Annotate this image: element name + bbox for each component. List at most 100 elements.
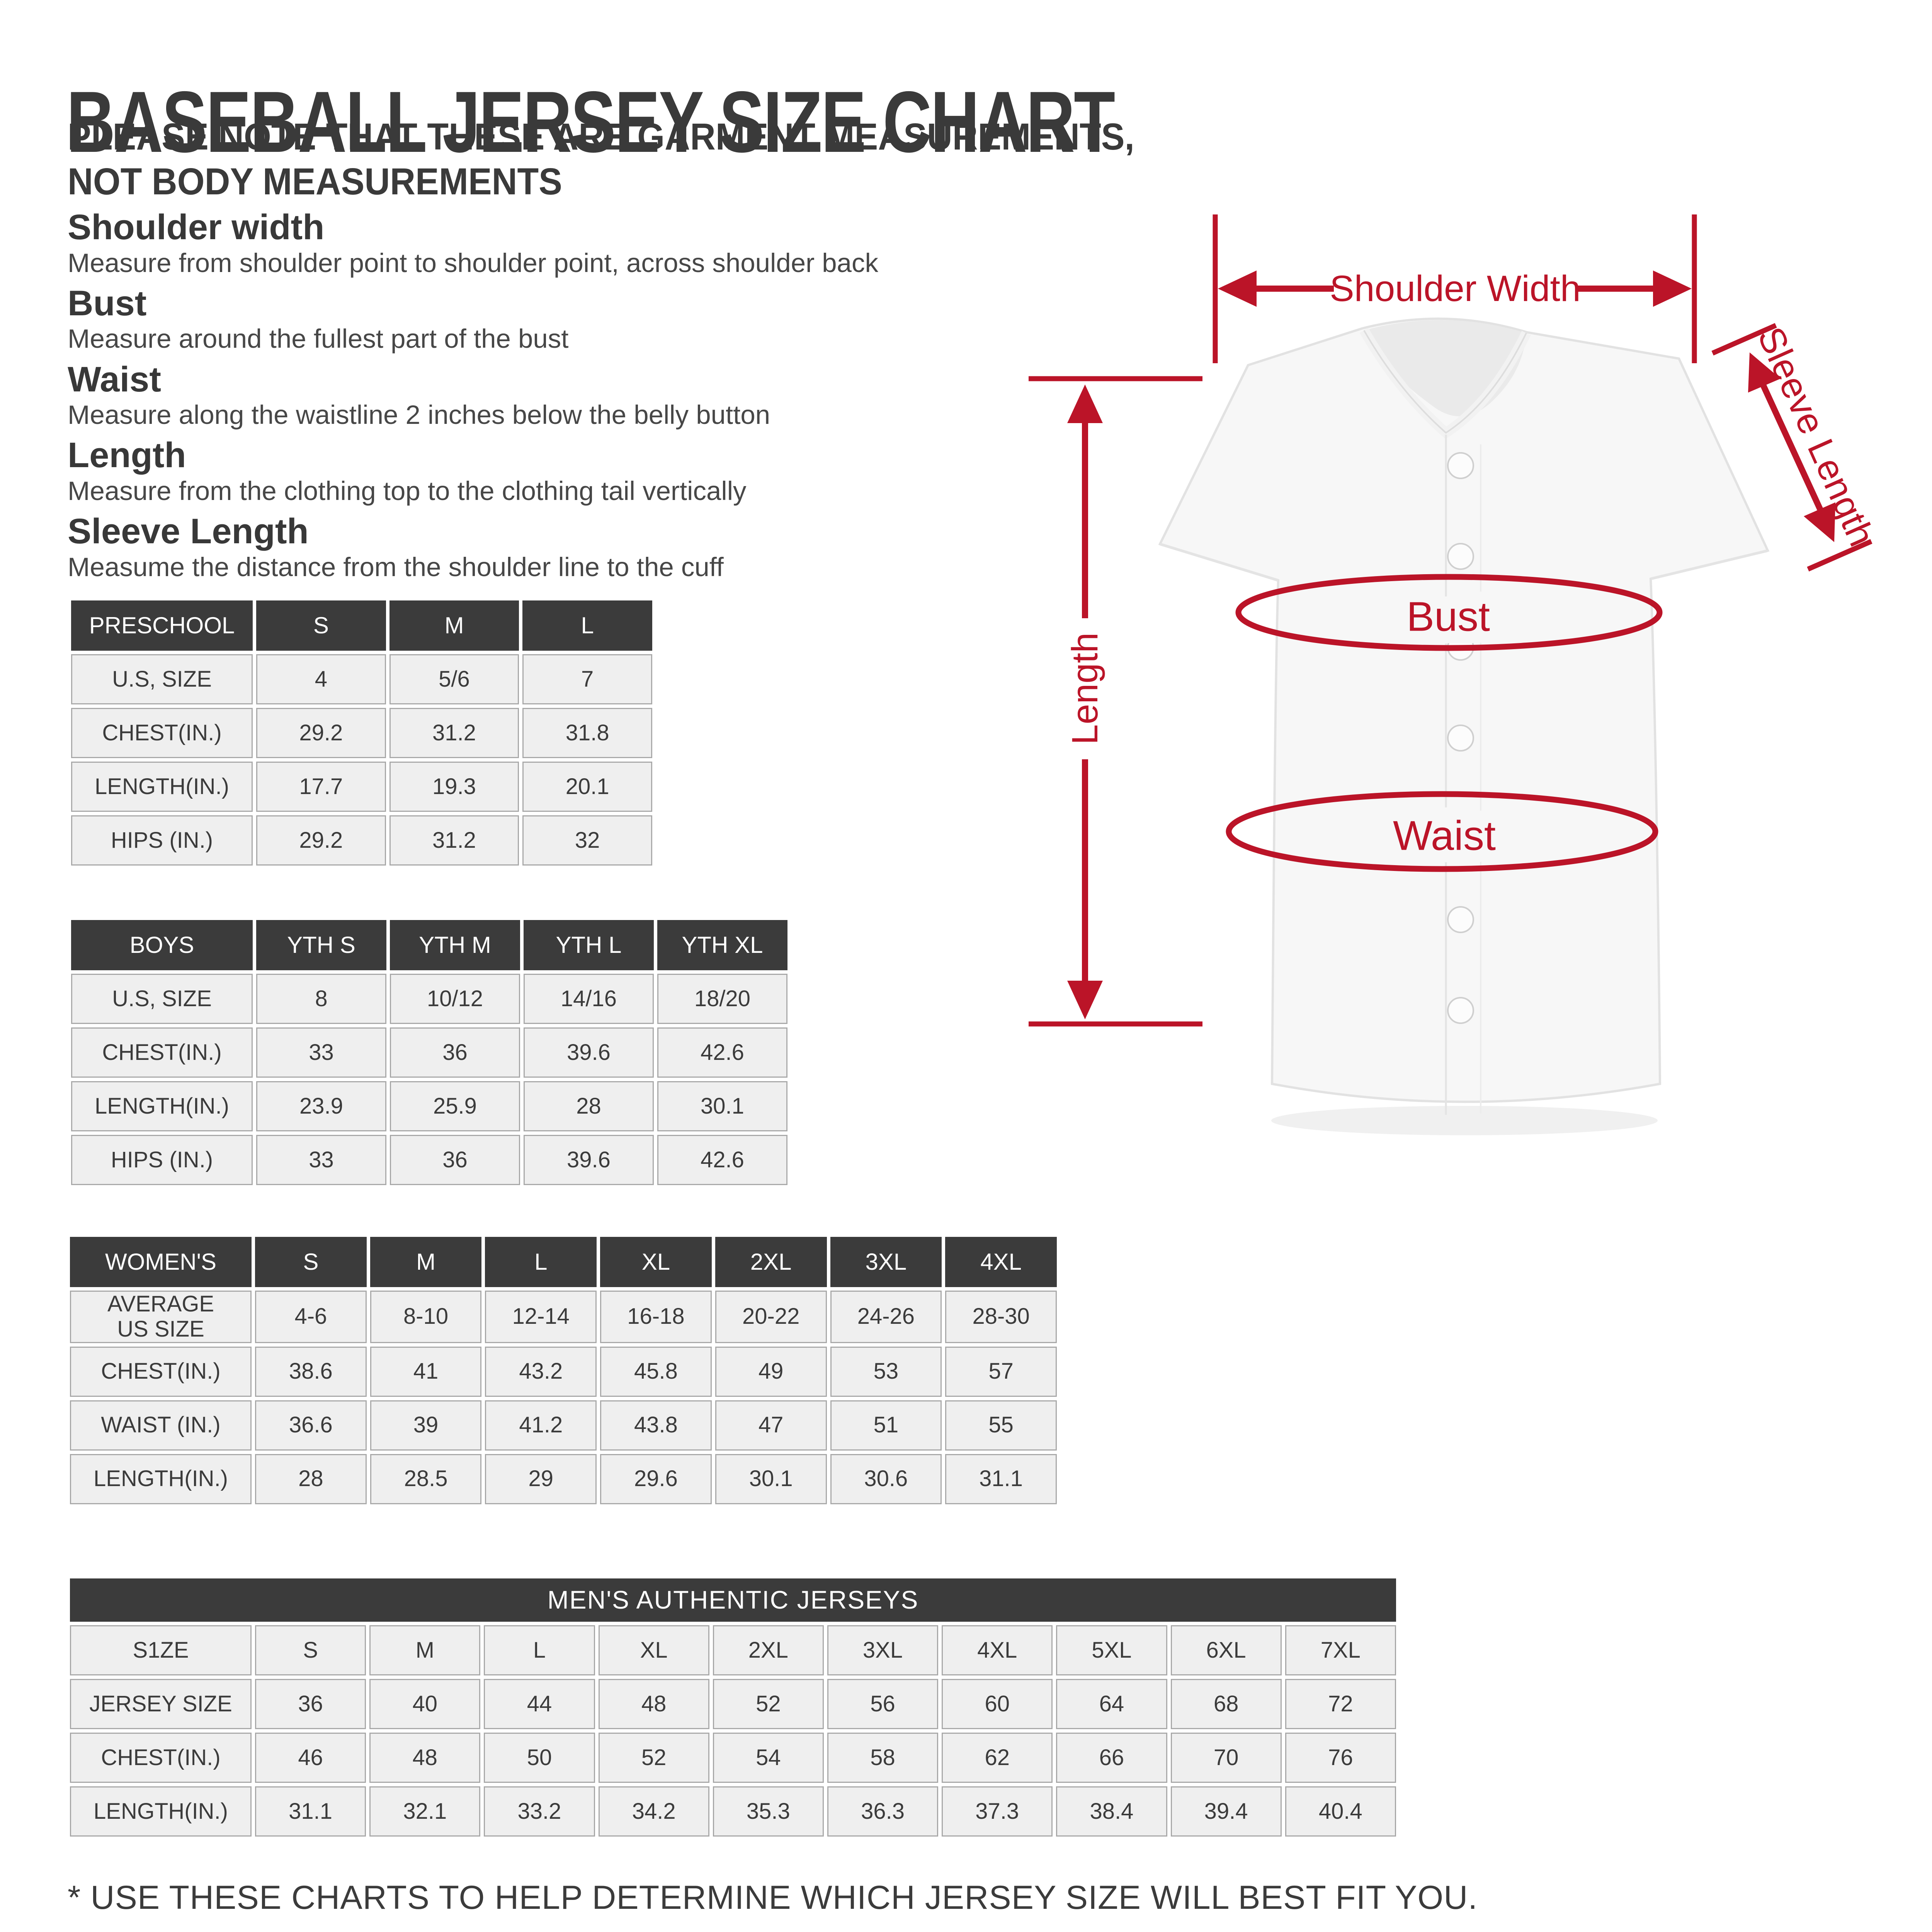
table-row: CHEST(IN.) 29.2 31.2 31.8 bbox=[71, 708, 652, 758]
row-label: CHEST(IN.) bbox=[71, 1027, 253, 1078]
value-cell: 36 bbox=[390, 1027, 520, 1078]
page-title: BASEBALL JERSEY SIZE CHART bbox=[66, 73, 1115, 170]
value-cell: 55 bbox=[945, 1400, 1057, 1451]
value-cell: 57 bbox=[945, 1346, 1057, 1397]
value-cell: 60 bbox=[942, 1679, 1053, 1729]
table-row: LENGTH(IN.) 31.1 32.1 33.2 34.2 35.3 36.3 37.3 3… bbox=[70, 1786, 1396, 1837]
value-cell: 20-22 bbox=[715, 1291, 827, 1343]
value-cell: 39.6 bbox=[524, 1135, 654, 1185]
jersey-illustration bbox=[1158, 317, 1770, 1135]
definition-description: Measume the distance from the shoulder l… bbox=[68, 552, 724, 582]
value-cell: 76 bbox=[1285, 1733, 1396, 1783]
value-cell: 28.5 bbox=[370, 1454, 482, 1504]
bust-ellipse bbox=[1235, 574, 1663, 651]
table-row: CHEST(IN.) 33 36 39.6 42.6 bbox=[71, 1027, 787, 1078]
value-cell: 29 bbox=[485, 1454, 597, 1504]
value-cell: 23.9 bbox=[256, 1081, 386, 1131]
value-cell: 28 bbox=[255, 1454, 367, 1504]
womens-size-table: WOMEN'S S M L XL 2XL 3XL 4XL AVERAGE US SIZE 4-6 8… bbox=[66, 1233, 1060, 1508]
size-column-header: 2XL bbox=[713, 1625, 824, 1675]
value-cell: 31.1 bbox=[255, 1786, 366, 1837]
table-row: WAIST (IN.) 36.6 39 41.2 43.8 47 51 55 bbox=[70, 1400, 1057, 1451]
value-cell: 72 bbox=[1285, 1679, 1396, 1729]
value-cell: 51 bbox=[830, 1400, 942, 1451]
subtitle-line-2: NOT BODY MEASUREMENTS bbox=[68, 160, 563, 203]
measurement-definitions: Shoulder width Measure from shoulder poi… bbox=[68, 209, 878, 589]
size-column-header: 3XL bbox=[830, 1237, 942, 1287]
value-cell: 54 bbox=[713, 1733, 824, 1783]
length-top-arrowhead bbox=[1067, 384, 1103, 423]
row-label: WAIST (IN.) bbox=[70, 1400, 252, 1451]
value-cell: 25.9 bbox=[390, 1081, 520, 1131]
size-column-header: YTH S bbox=[256, 920, 386, 970]
jersey-left-cuff bbox=[1159, 543, 1279, 582]
row-label: U.S, SIZE bbox=[71, 654, 253, 704]
value-cell: 8 bbox=[256, 974, 386, 1024]
size-column-header: M bbox=[370, 1237, 482, 1287]
value-cell: 24-26 bbox=[830, 1291, 942, 1343]
value-cell: 36 bbox=[390, 1135, 520, 1185]
table-header-row: WOMEN'S S M L XL 2XL 3XL 4XL bbox=[70, 1237, 1057, 1287]
value-cell: 58 bbox=[827, 1733, 939, 1783]
size-column-header: 3XL bbox=[827, 1625, 939, 1675]
value-cell: 48 bbox=[598, 1679, 709, 1729]
jersey-button bbox=[1447, 543, 1474, 570]
value-cell: 48 bbox=[369, 1733, 481, 1783]
definition-description: Measure from the clothing top to the clo… bbox=[68, 476, 747, 506]
jersey-body bbox=[1158, 317, 1770, 1103]
table-row: HIPS (IN.) 29.2 31.2 32 bbox=[71, 815, 652, 866]
subtitle-line-1: PLEASE NOTE THAT THESE ARE GARMENT MEASU… bbox=[68, 116, 1134, 158]
table-title: MEN'S AUTHENTIC JERSEYS bbox=[70, 1578, 1396, 1622]
value-cell: 35.3 bbox=[713, 1786, 824, 1837]
value-cell: 28-30 bbox=[945, 1291, 1057, 1343]
shoulder-width-left-arrowhead bbox=[1218, 270, 1257, 307]
definition-sleeve-length: Sleeve Length Measume the distance from … bbox=[68, 513, 878, 583]
table-row: LENGTH(IN.) 28 28.5 29 29.6 30.1 30.6 31.1 bbox=[70, 1454, 1057, 1504]
row-label: LENGTH(IN.) bbox=[71, 762, 253, 812]
size-column-header: 6XL bbox=[1170, 1625, 1282, 1675]
value-cell: 20.1 bbox=[522, 762, 652, 812]
value-cell: 47 bbox=[715, 1400, 827, 1451]
table-row: LENGTH(IN.) 23.9 25.9 28 30.1 bbox=[71, 1081, 787, 1131]
value-cell: 32 bbox=[522, 815, 652, 866]
table-row: AVERAGE US SIZE 4-6 8-10 12-14 16-18 20-22 24-… bbox=[70, 1291, 1057, 1343]
value-cell: 4-6 bbox=[255, 1291, 367, 1343]
definition-shoulder-width: Shoulder width Measure from shoulder poi… bbox=[68, 209, 878, 279]
value-cell: 39.4 bbox=[1170, 1786, 1282, 1837]
sleeve-length-top-arrowhead bbox=[1748, 352, 1781, 393]
page-subtitle: PLEASE NOTE THAT THESE ARE GARMENT MEASU… bbox=[68, 114, 1134, 204]
table-header-row: S1ZE S M L XL 2XL 3XL 4XL 5XL 6XL 7XL bbox=[70, 1625, 1396, 1675]
row-label: HIPS (IN.) bbox=[71, 815, 253, 866]
length-bottom-arrowhead bbox=[1067, 981, 1103, 1019]
jersey-neckband-edge bbox=[1363, 330, 1527, 434]
value-cell: 18/20 bbox=[657, 974, 787, 1024]
value-cell: 33.2 bbox=[484, 1786, 595, 1837]
row-label: CHEST(IN.) bbox=[70, 1733, 252, 1783]
value-cell: 41.2 bbox=[485, 1400, 597, 1451]
definition-length: Length Measure from the clothing top to … bbox=[68, 437, 878, 507]
value-cell: 31.2 bbox=[389, 815, 519, 866]
jersey-button bbox=[1447, 815, 1474, 842]
waist-annotation: Waist bbox=[1226, 791, 1658, 872]
preschool-size-table: PRESCHOOL S M L U.S, SIZE 4 5/6 7 CHEST(IN.) 29.2… bbox=[68, 597, 656, 869]
value-cell: 31.2 bbox=[389, 708, 519, 758]
sleeve-length-top-tick bbox=[1711, 323, 1777, 355]
value-cell: 34.2 bbox=[598, 1786, 709, 1837]
table-row: JERSEY SIZE 36 40 44 48 52 56 60 64 68 72 bbox=[70, 1679, 1396, 1729]
value-cell: 17.7 bbox=[256, 762, 386, 812]
value-cell: 53 bbox=[830, 1346, 942, 1397]
value-cell: 33 bbox=[256, 1135, 386, 1185]
value-cell: 62 bbox=[942, 1733, 1053, 1783]
row-label: U.S, SIZE bbox=[71, 974, 253, 1024]
sleeve-length-label: Sleeve Length bbox=[1750, 321, 1883, 552]
value-cell: 36.6 bbox=[255, 1400, 367, 1451]
definition-term: Waist bbox=[68, 359, 161, 399]
size-column-header: XL bbox=[600, 1237, 712, 1287]
size-column-header: M bbox=[389, 600, 519, 651]
value-cell: 42.6 bbox=[657, 1135, 787, 1185]
bust-label: Bust bbox=[1406, 593, 1490, 640]
row-label: HIPS (IN.) bbox=[71, 1135, 253, 1185]
table-row: CHEST(IN.) 46 48 50 52 54 58 62 66 70 76 bbox=[70, 1733, 1396, 1783]
value-cell: 46 bbox=[255, 1733, 366, 1783]
value-cell: 12-14 bbox=[485, 1291, 597, 1343]
